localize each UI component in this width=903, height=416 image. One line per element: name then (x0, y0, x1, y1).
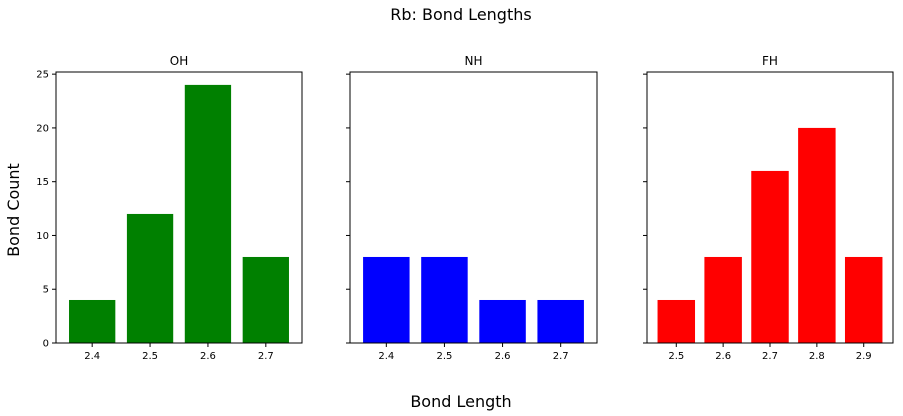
xtick-label-nh-3: 2.7 (553, 351, 569, 362)
bar-nh-2.5 (421, 256, 468, 343)
ytick-label-oh-2: 10 (36, 231, 49, 242)
xtick-label-oh-0: 2.4 (84, 351, 100, 362)
subplot-title-fh: FH (762, 54, 778, 68)
xtick-label-fh-0: 2.5 (668, 351, 684, 362)
xtick-label-fh-3: 2.8 (809, 351, 825, 362)
axes-frame-fh (646, 71, 894, 344)
subplot-nh: NH 2.4 2.5 2.6 2.7 (346, 54, 598, 362)
ytick-label-oh-3: 15 (36, 177, 49, 188)
bar-fh-2.7 (751, 170, 789, 343)
axes-frame-oh (55, 71, 303, 344)
bar-nh-2.7 (537, 299, 584, 343)
ytick-label-oh-1: 5 (43, 285, 49, 296)
xtick-label-oh-1: 2.5 (142, 351, 158, 362)
bar-oh-2.6 (184, 84, 232, 344)
bar-oh-2.5 (126, 213, 174, 343)
bar-fh-2.9 (844, 256, 883, 343)
figure-ylabel: Bond Count (4, 163, 23, 257)
xtick-label-fh-1: 2.6 (715, 351, 731, 362)
xtick-label-nh-1: 2.5 (436, 351, 452, 362)
xtick-label-fh-2: 2.7 (762, 351, 778, 362)
xtick-label-nh-2: 2.6 (495, 351, 511, 362)
bar-fh-2.5 (657, 299, 696, 343)
bar-oh-2.7 (242, 256, 289, 343)
figure-xlabel: Bond Length (410, 392, 511, 411)
subplot-oh: OH 2.4 2.5 2.6 2.7 0 5 10 15 20 25 (36, 54, 303, 362)
bar-fh-2.8 (798, 127, 836, 344)
bar-fh-2.6 (704, 256, 742, 343)
bar-nh-2.6 (479, 299, 526, 343)
axes-frame-nh (349, 71, 598, 344)
subplot-fh: FH 2.5 2.6 2.7 2.8 2.9 (643, 54, 894, 362)
subplot-title-oh: OH (170, 54, 188, 68)
figure-title: Rb: Bond Lengths (390, 5, 531, 24)
xtick-label-nh-0: 2.4 (378, 351, 394, 362)
xtick-label-oh-2: 2.6 (200, 351, 216, 362)
ytick-label-oh-0: 0 (43, 339, 49, 350)
xtick-label-oh-3: 2.7 (258, 351, 274, 362)
bar-oh-2.4 (69, 299, 116, 343)
bar-nh-2.4 (363, 256, 410, 343)
xtick-label-fh-4: 2.9 (856, 351, 872, 362)
ytick-label-oh-4: 20 (36, 123, 49, 134)
subplot-title-nh: NH (465, 54, 483, 68)
ytick-label-oh-5: 25 (36, 70, 49, 81)
